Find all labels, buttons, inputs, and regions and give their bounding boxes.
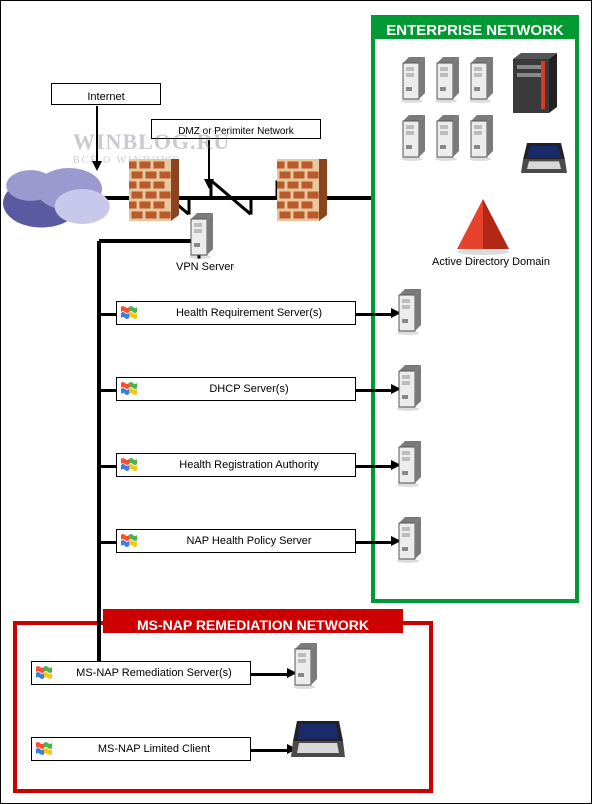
nap-server-icon <box>395 363 425 411</box>
connector <box>99 465 116 468</box>
nap-component-label: Health Registration Authority <box>116 453 356 477</box>
remediation-component-label: MS-NAP Remediation Server(s) <box>31 661 251 685</box>
ad-domain-label: Active Directory Domain <box>431 256 551 268</box>
internet-cloud-icon <box>3 161 113 231</box>
vpn-server-label: VPN Server <box>176 261 234 273</box>
windows-flag-icon <box>35 740 53 758</box>
dmz-label: DMZ or Perimiter Network <box>151 119 321 139</box>
enterprise-server-icon <box>467 55 497 103</box>
windows-flag-icon <box>120 304 138 322</box>
connector <box>250 198 253 215</box>
remediation-component-label-text: MS-NAP Remediation Server(s) <box>76 667 232 679</box>
connector <box>99 313 116 316</box>
mainframe-icon <box>511 53 559 115</box>
limited-client-laptop-icon <box>291 719 345 759</box>
connector <box>99 389 116 392</box>
internet-label: Internet <box>51 83 161 105</box>
vpn-server-icon <box>187 211 217 259</box>
windows-flag-icon <box>120 380 138 398</box>
connector <box>99 541 116 544</box>
enterprise-server-icon <box>399 113 429 161</box>
remediation-zone-title: MS-NAP REMEDIATION NETWORK <box>103 609 403 633</box>
remediation-zone <box>13 621 433 793</box>
connector <box>251 749 287 752</box>
nap-component-label: DHCP Server(s) <box>116 377 356 401</box>
windows-flag-icon <box>35 664 53 682</box>
connector <box>251 673 287 676</box>
connector <box>97 241 101 675</box>
pyramid-icon <box>457 199 509 255</box>
nap-server-icon <box>395 515 425 563</box>
firewall-icon <box>129 159 179 221</box>
connector <box>356 389 391 392</box>
nap-component-label-text: Health Requirement Server(s) <box>176 307 322 319</box>
enterprise-server-icon <box>399 55 429 103</box>
laptop-icon <box>521 141 567 175</box>
connector <box>208 140 210 180</box>
connector <box>356 313 391 316</box>
nap-server-icon <box>395 287 425 335</box>
remediation-component-label-text: MS-NAP Limited Client <box>98 743 210 755</box>
windows-flag-icon <box>120 456 138 474</box>
enterprise-server-icon <box>433 55 463 103</box>
nap-server-icon <box>395 439 425 487</box>
connector <box>356 465 391 468</box>
connector <box>356 541 391 544</box>
firewall-icon <box>277 159 327 221</box>
connector <box>96 106 98 162</box>
diagram-canvas: ENTERPRISE NETWORK MS-NAP REMEDIATION NET… <box>0 0 592 804</box>
enterprise-server-icon <box>433 113 463 161</box>
remediation-server-icon <box>291 641 321 689</box>
nap-component-label-text: Health Registration Authority <box>179 459 318 471</box>
nap-component-label-text: DHCP Server(s) <box>209 383 288 395</box>
nap-component-label-text: NAP Health Policy Server <box>186 535 311 547</box>
nap-component-label: Health Requirement Server(s) <box>116 301 356 325</box>
remediation-component-label: MS-NAP Limited Client <box>31 737 251 761</box>
enterprise-server-icon <box>467 113 497 161</box>
arrow-head <box>204 179 214 189</box>
windows-flag-icon <box>120 532 138 550</box>
nap-component-label: NAP Health Policy Server <box>116 529 356 553</box>
enterprise-zone-title: ENTERPRISE NETWORK <box>371 15 579 39</box>
